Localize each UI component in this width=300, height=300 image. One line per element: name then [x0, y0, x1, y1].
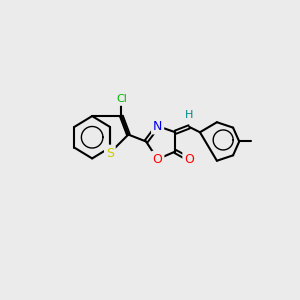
Text: Cl: Cl — [116, 94, 127, 104]
Text: S: S — [106, 146, 114, 160]
Text: O: O — [184, 153, 194, 166]
Text: N: N — [153, 120, 162, 133]
Text: H: H — [185, 110, 194, 119]
Text: O: O — [153, 153, 163, 166]
